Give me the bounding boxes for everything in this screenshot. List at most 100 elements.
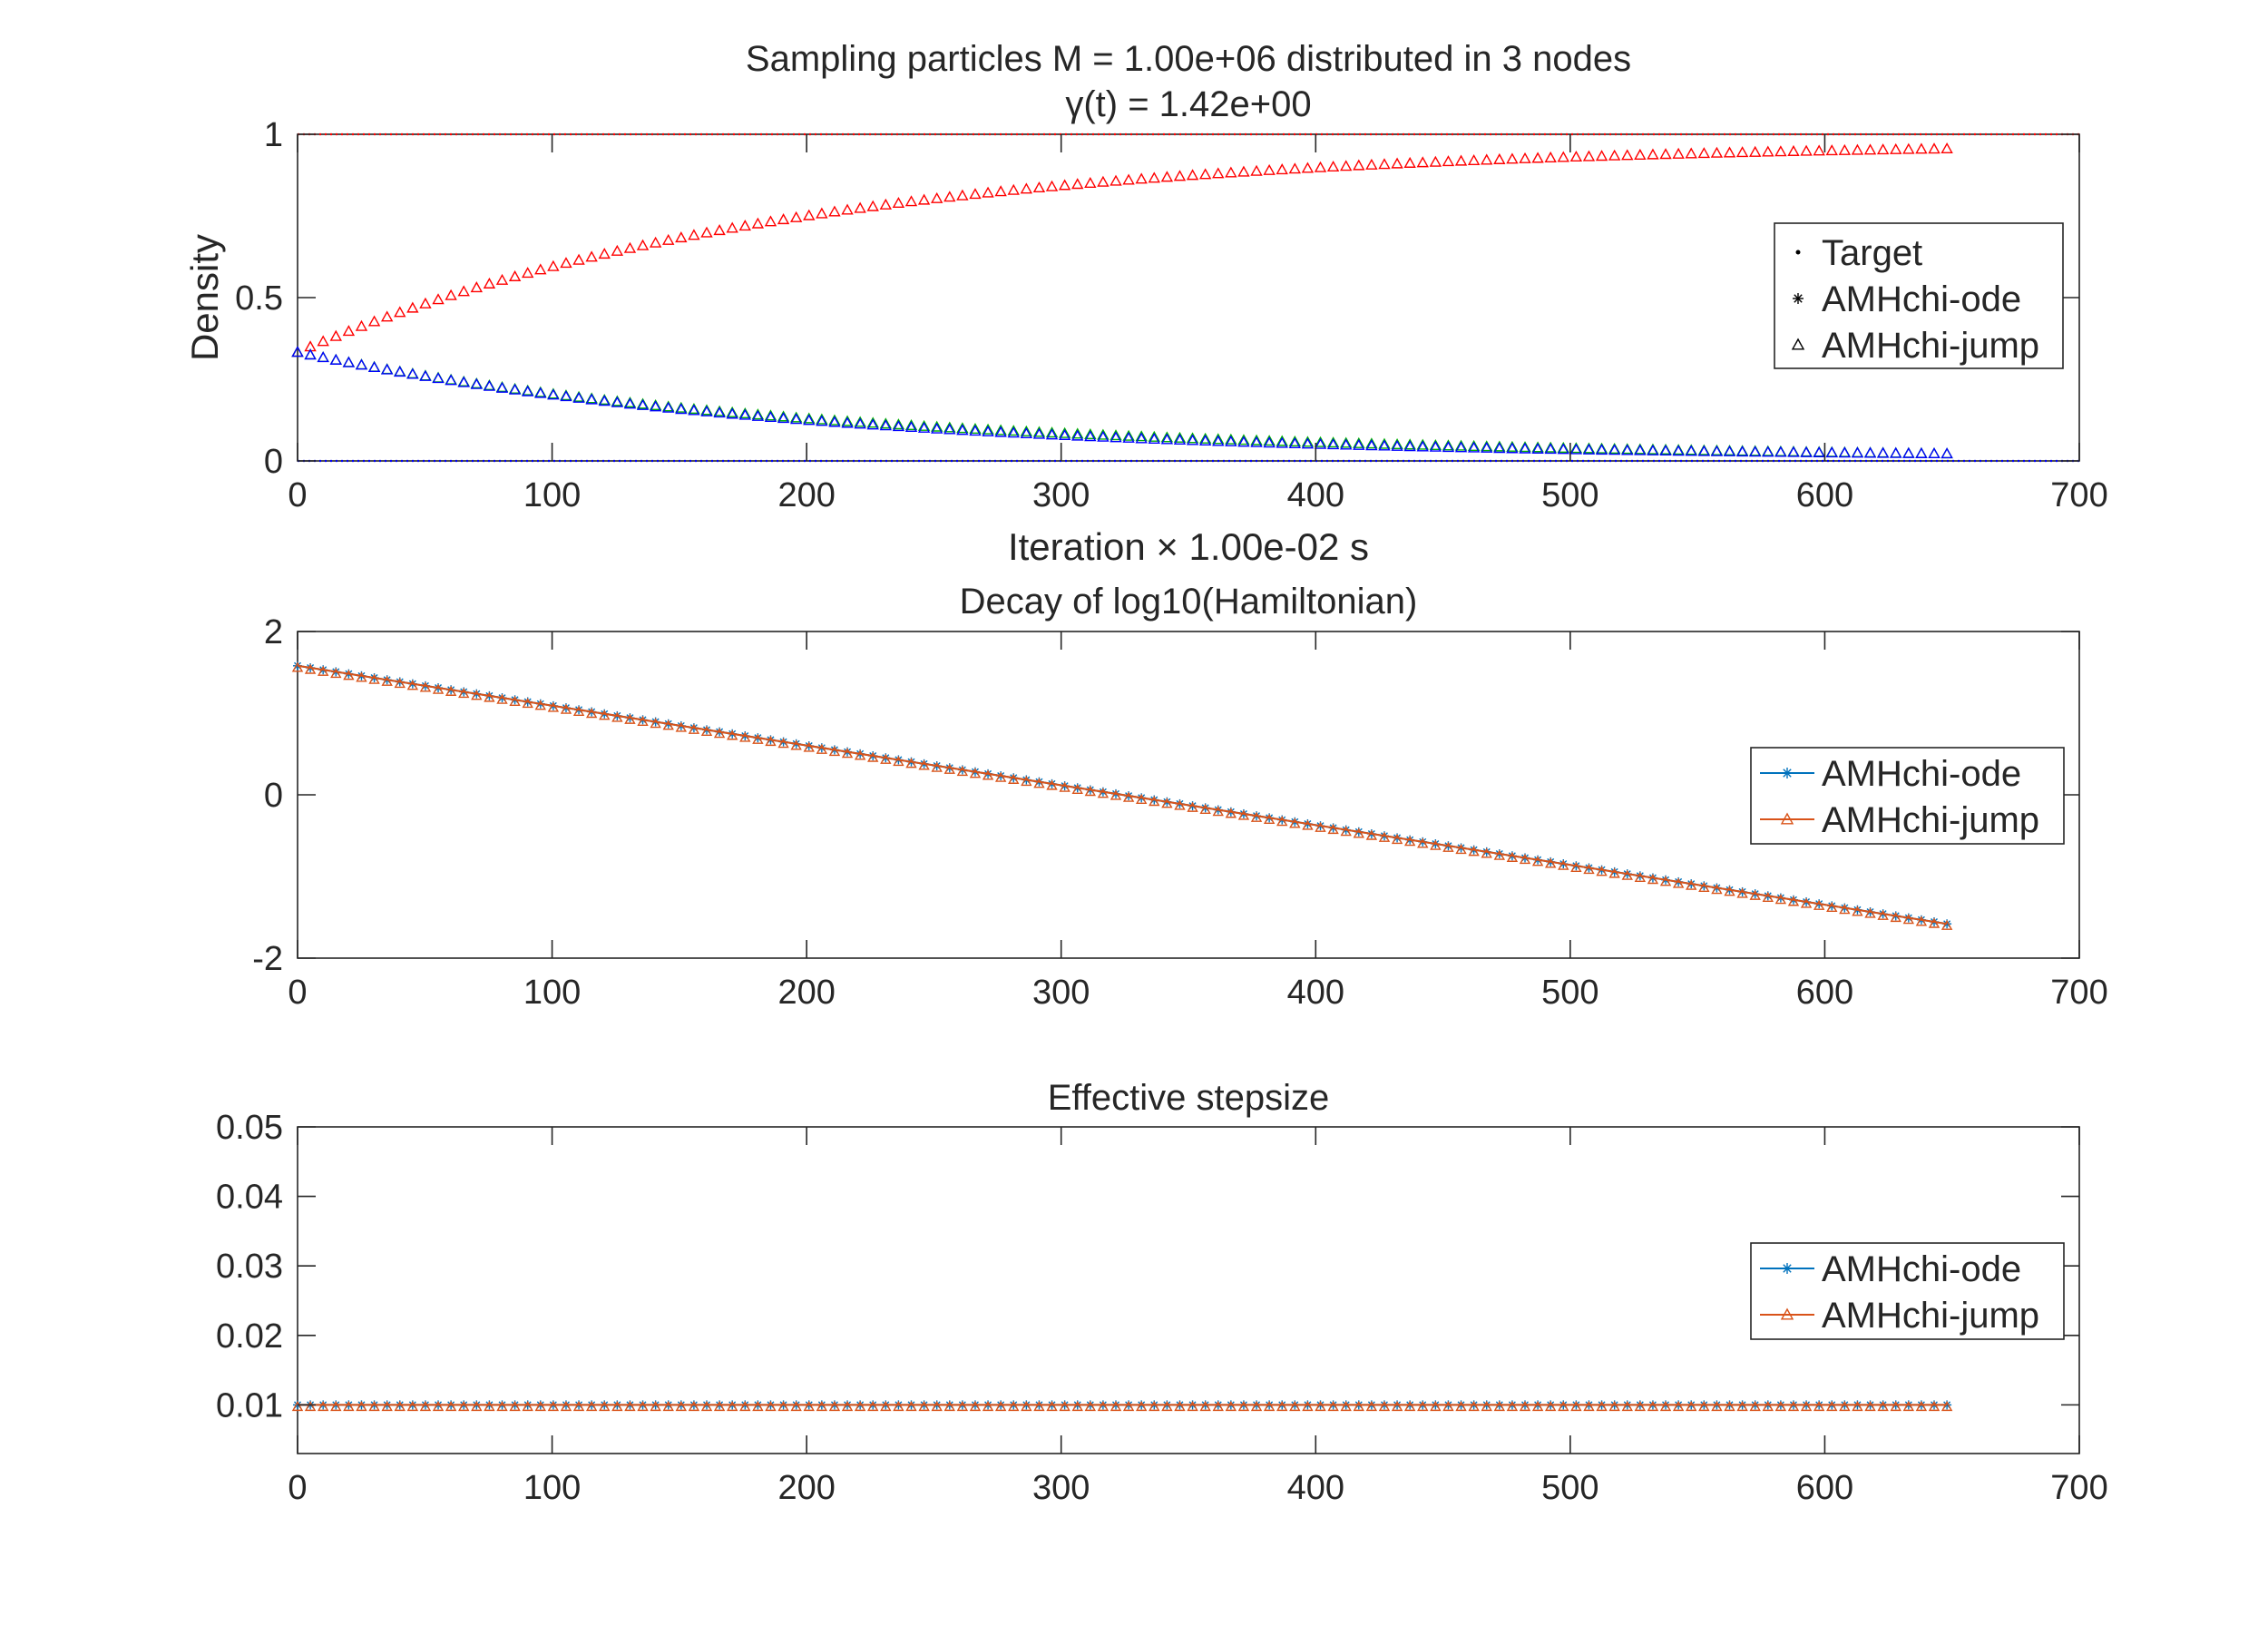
marker-triangle [1634, 871, 1647, 882]
marker-triangle [585, 708, 598, 719]
marker-triangle [1403, 1400, 1416, 1412]
marker-green [789, 411, 803, 423]
marker-green [1160, 431, 1174, 443]
legend-ode-marker [1793, 293, 1804, 304]
marker-triangle [1455, 1400, 1467, 1412]
marker-red [1378, 158, 1391, 170]
marker-green [1237, 434, 1250, 445]
marker-blue [1506, 442, 1519, 454]
marker-blue [1237, 436, 1250, 447]
marker-red [1058, 179, 1071, 191]
marker-triangle [611, 1400, 623, 1412]
marker-triangle [1711, 1400, 1723, 1412]
marker-red [1148, 171, 1160, 183]
subplot-hamiltonian: Decay of log10(Hamiltonian) 0 100 200 300 40… [252, 582, 2108, 1012]
marker-triangle [1877, 909, 1889, 920]
marker-blue [726, 407, 738, 419]
marker-red [317, 335, 329, 347]
marker-green [1481, 440, 1493, 452]
marker-green [1198, 432, 1212, 444]
marker-triangle [1021, 1400, 1032, 1412]
marker-blue [623, 397, 637, 409]
marker-triangle [969, 1400, 982, 1412]
marker-blue [662, 401, 675, 413]
marker-triangle [675, 721, 688, 732]
plot-area-2 [291, 661, 1953, 930]
marker-red [1608, 149, 1621, 161]
marker-triangle [1596, 1400, 1608, 1412]
marker-green [1531, 441, 1544, 453]
marker-triangle [1506, 851, 1519, 862]
marker-blue [1710, 445, 1724, 456]
marker-red [1749, 145, 1762, 157]
marker-triangle [1149, 1400, 1160, 1412]
marker-blue [1429, 440, 1442, 452]
marker-triangle [1928, 1400, 1941, 1412]
marker-triangle [368, 1400, 380, 1412]
marker-triangle [522, 1400, 533, 1412]
marker-red [534, 263, 547, 275]
series-line [297, 664, 1948, 925]
marker-blue [1851, 446, 1864, 458]
marker-red [1928, 142, 1941, 154]
x-tick-label: 500 [1541, 1469, 1598, 1507]
marker-blue [355, 358, 368, 370]
marker-blue [1647, 444, 1659, 455]
marker-blue [1122, 431, 1135, 443]
marker-blue [1902, 446, 1915, 458]
marker-triangle [304, 663, 317, 674]
marker-blue [1659, 445, 1672, 456]
marker-blue [1608, 444, 1621, 455]
legend-ode-star-d2 [1783, 769, 1792, 778]
marker-triangle [1365, 829, 1378, 840]
marker-blue [1416, 440, 1429, 452]
marker-green [1326, 436, 1340, 448]
legend-entry-ode-3: AMHchi-ode [1760, 1249, 2021, 1289]
marker-red [636, 239, 650, 250]
marker-blue [1531, 442, 1544, 454]
marker-triangle [880, 753, 892, 764]
marker-blue [1481, 441, 1493, 453]
marker-triangle [1634, 1400, 1647, 1412]
ticks-1: 0 100 200 300 400 500 600 700 0 0.5 1 [235, 116, 2108, 514]
marker-triangle [777, 1400, 789, 1412]
marker-triangle [1774, 1400, 1787, 1412]
marker-triangle [368, 673, 380, 684]
marker-blue [675, 403, 688, 415]
marker-green [1045, 426, 1059, 438]
marker-triangle [330, 667, 342, 679]
marker-triangle [1161, 798, 1173, 808]
marker-green [1225, 433, 1237, 445]
marker-blue [1634, 444, 1647, 455]
marker-triangle [943, 763, 955, 774]
marker-triangle [1276, 1400, 1288, 1412]
marker-red [1774, 145, 1787, 157]
marker-red [1263, 163, 1276, 175]
marker-triangle [943, 1400, 955, 1412]
marker-red [1863, 143, 1877, 155]
x-tick-label: 100 [523, 476, 581, 514]
y-tick-label: 2 [264, 613, 283, 651]
marker-blue [1326, 438, 1340, 450]
marker-blue [649, 400, 662, 412]
marker-red [1135, 172, 1148, 184]
marker-triangle [1941, 919, 1953, 930]
marker-green [866, 416, 879, 428]
marker-triangle [1762, 1400, 1774, 1412]
marker-red [1595, 150, 1608, 162]
marker-red [1506, 152, 1519, 164]
marker-triangle [1161, 1400, 1173, 1412]
marker-triangle [1787, 896, 1800, 906]
marker-triangle [1302, 1400, 1314, 1412]
marker-triangle [841, 748, 854, 759]
marker-blue [1863, 446, 1877, 458]
marker-triangle [1391, 1400, 1403, 1412]
marker-blue [598, 395, 611, 406]
marker-triangle [1787, 1400, 1800, 1412]
marker-red [969, 188, 982, 200]
marker-blue [1519, 442, 1531, 454]
marker-triangle [1468, 846, 1480, 857]
legend-jump-triangle [1780, 1307, 1794, 1320]
x-tick-label: 700 [2050, 974, 2107, 1012]
marker-green [751, 408, 765, 420]
